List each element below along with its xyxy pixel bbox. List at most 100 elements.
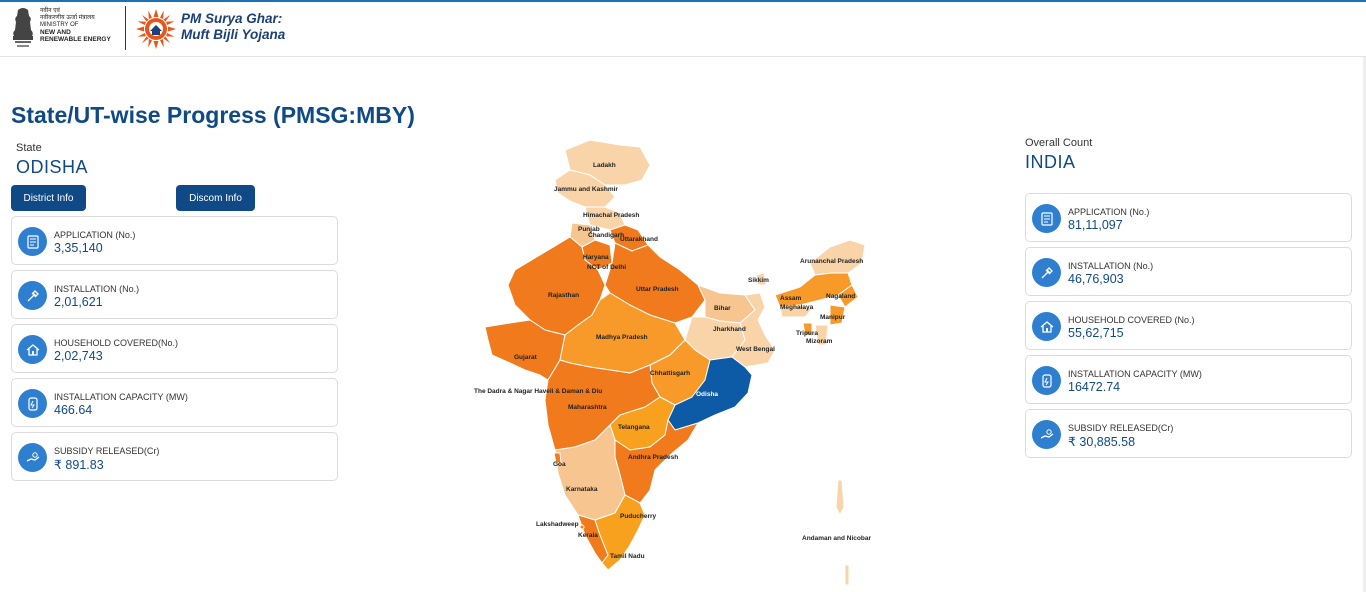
ministry-hindi-line2: नवीकरणीय ऊर्जा मंत्रालय [40,15,95,21]
map-region-andaman-nicobar[interactable] [835,479,845,516]
page-scrollbar[interactable] [1363,57,1366,592]
stat-card: HOUSEHOLD COVERED(No.) 2,02,743 [11,324,338,373]
map-state-label: Tripura [796,330,818,337]
map-state-label: Manipur [820,314,846,321]
stat-label: INSTALLATION CAPACITY (MW) [54,392,188,402]
subsidy-icon [1032,420,1061,449]
map-region-jammu-kashmir[interactable] [554,169,616,208]
stat-label: HOUSEHOLD COVERED (No.) [1068,315,1195,325]
map-state-label: Madhya Pradesh [596,334,648,341]
map-state-label: Mizoram [806,338,833,345]
stat-value: 46,76,903 [1068,272,1124,286]
map-region-west-bengal[interactable] [731,292,776,368]
map-state-label: Bihar [714,305,731,312]
discom-info-button[interactable]: Discom Info [176,185,255,211]
map-region-lakshadweep[interactable] [579,524,585,530]
brand-line1: PM Surya Ghar: [181,11,283,26]
map-state-label: Sikkim [748,277,769,284]
ministry-name: नवीन एवं नवीकरणीय ऊर्जा मंत्रालय MINISTR… [40,8,122,43]
map-state-label: Puducherry [620,513,657,520]
stat-card: APPLICATION (No.) 3,35,140 [11,216,338,265]
map-state-label: Chhattisgarh [650,370,690,377]
map-region-goa[interactable] [553,452,562,464]
map-region-mizoram[interactable] [814,324,829,346]
stat-value: 16472.74 [1068,380,1121,394]
map-state-label: Kerala [578,532,598,539]
stat-card: APPLICATION (No.) 81,11,097 [1025,193,1352,242]
map-state-label: Ladakh [593,162,616,169]
map-state-label: Chandigarh [588,232,624,239]
map-state-label: Gujarat [514,354,538,361]
stat-label: SUBSIDY RELEASED(Cr) [54,446,160,456]
map-state-label: Karnataka [566,486,598,493]
brand-line2: Muft Bijli Yojana [181,27,286,42]
overall-region-name: INDIA [1025,152,1076,172]
installation-icon [18,281,47,310]
map-region-nicobar[interactable] [844,564,850,586]
map-state-label: West Bengal [736,346,775,353]
stat-value: 466.64 [54,403,93,417]
installation-icon [1032,258,1061,287]
map-region-sikkim[interactable] [755,272,767,286]
stat-value: ₹ 30,885.58 [1068,435,1136,449]
stat-label: SUBSIDY RELEASED(Cr) [1068,423,1174,433]
capacity-icon [1032,366,1061,395]
stat-card: INSTALLATION CAPACITY (MW) 466.64 [11,378,338,427]
national-emblem-icon [13,8,33,47]
stat-label: HOUSEHOLD COVERED(No.) [54,338,179,348]
map-state-label: Haryana [583,254,609,261]
map-region-manipur[interactable] [829,304,846,326]
stat-label: APPLICATION (No.) [1068,207,1150,217]
stat-card: HOUSEHOLD COVERED (No.) 55,62,715 [1025,301,1352,350]
map-state-label: Nagaland [826,293,855,300]
ministry-en-line2: NEW AND [40,29,71,36]
map-state-label: Uttar Pradesh [636,286,679,293]
map-state-label: Andhra Pradesh [628,454,678,461]
stat-value: 2,01,621 [54,295,103,309]
stat-label: INSTALLATION (No.) [54,284,140,294]
ministry-en-line3: RENEWABLE ENERGY [40,36,111,43]
stat-value: 55,62,715 [1068,326,1124,340]
map-state-label: Odisha [696,391,718,398]
selected-state-name: ODISHA [16,157,89,177]
map-state-label: Uttarakhand [620,236,658,243]
district-info-button[interactable]: District Info [11,185,86,211]
brand-name[interactable]: PM Surya Ghar: Muft Bijli Yojana [181,11,285,43]
ministry-hindi-line1: नवीन एवं [40,8,60,14]
map-state-label: Goa [553,461,566,468]
subsidy-icon [18,443,47,472]
map-state-label: Meghalaya [780,304,814,311]
map-state-label: Andaman and Nicobar [802,535,871,542]
map-state-label: Assam [780,295,802,302]
stat-label: APPLICATION (No.) [54,230,136,240]
map-region-tripura[interactable] [802,322,813,336]
india-state-map[interactable]: Ladakh Jammu and Kashmir Himachal Pradesh P… [470,135,890,590]
map-state-label: Jammu and Kashmir [554,186,618,193]
ministry-en-line1: MINISTRY OF [40,22,79,28]
stat-value: 3,35,140 [54,241,103,255]
overall-count-label: Overall Count [1025,137,1093,149]
map-state-label: Maharashtra [568,404,607,411]
application-icon [1032,204,1061,233]
state-label: State [16,142,42,154]
capacity-icon [18,389,47,418]
stat-label: INSTALLATION (No.) [1068,261,1154,271]
surya-ghar-logo-icon[interactable] [136,9,176,49]
map-state-label: Rajasthan [548,292,579,299]
stat-card: INSTALLATION (No.) 2,01,621 [11,270,338,319]
map-region-tamil-nadu[interactable] [594,494,646,571]
map-state-label: Telangana [618,424,650,431]
map-region-nagaland[interactable] [837,284,859,308]
header-divider [125,6,126,50]
map-state-label: Jharkhand [713,326,746,333]
map-region-meghalaya[interactable] [779,304,813,318]
map-state-label: Lakshadweep [536,521,579,528]
map-state-label: Himachal Pradesh [583,212,639,219]
household-icon [1032,312,1061,341]
stat-value: 2,02,743 [54,349,103,363]
map-region-karnataka[interactable] [554,424,626,521]
map-state-label: The Dadra & Nagar Haveli & Daman & Diu [474,388,602,395]
map-state-label: Tamil Nadu [610,553,645,560]
top-header: नवीन एवं नवीकरणीय ऊर्जा मंत्रालय MINISTR… [0,0,1366,57]
stat-card: SUBSIDY RELEASED(Cr) ₹ 30,885.58 [1025,409,1352,458]
